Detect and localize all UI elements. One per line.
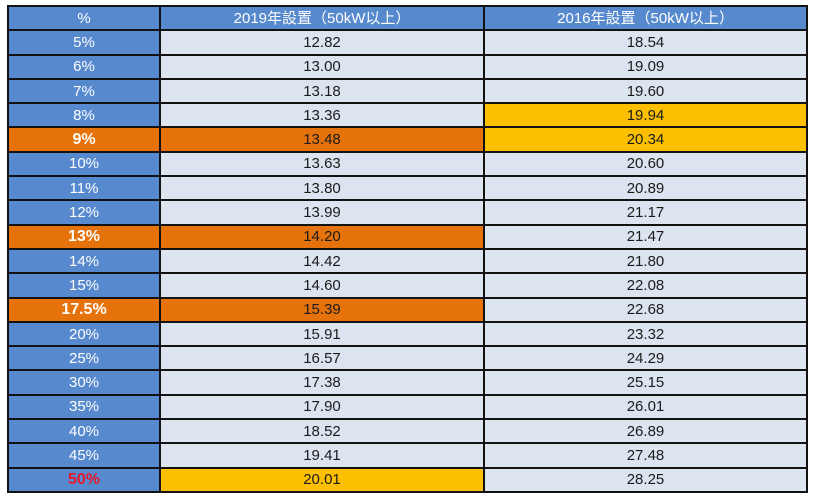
value-2016-cell: 19.94 [483, 102, 808, 129]
table-row: 17.5% 15.39 22.68 [7, 296, 808, 323]
percent-cell: 7% [7, 77, 161, 105]
percent-cell: 13% [7, 223, 161, 250]
header-percent: % [7, 4, 161, 32]
value-2016-cell: 21.17 [483, 199, 808, 226]
percent-cell: 5% [7, 29, 161, 56]
value-2019-cell: 16.57 [159, 345, 485, 372]
percent-cell: 35% [7, 393, 161, 421]
table-row: 5% 12.82 18.54 [7, 29, 808, 56]
value-2019-cell: 13.18 [159, 77, 485, 105]
table-body: 5% 12.82 18.54 6% 13.00 19.09 7% 13.18 19.60 8% 13… [7, 29, 808, 493]
percent-cell: 6% [7, 53, 161, 80]
value-2019-cell: 14.42 [159, 247, 485, 275]
table-row: 25% 16.57 24.29 [7, 345, 808, 372]
percent-cell: 45% [7, 442, 161, 469]
value-2019-cell: 19.41 [159, 442, 485, 469]
value-2019-cell: 13.48 [159, 126, 485, 153]
value-2019-cell: 15.91 [159, 320, 485, 348]
value-2019-cell: 13.80 [159, 175, 485, 202]
percent-cell: 40% [7, 418, 161, 445]
table-row: 30% 17.38 25.15 [7, 369, 808, 396]
value-2016-cell: 21.80 [483, 247, 808, 275]
table-row: 14% 14.42 21.80 [7, 247, 808, 275]
table-row: 9% 13.48 20.34 [7, 126, 808, 153]
value-2016-cell: 27.48 [483, 442, 808, 469]
percent-cell: 8% [7, 102, 161, 129]
value-2016-cell: 25.15 [483, 369, 808, 396]
value-2019-cell: 14.20 [159, 223, 485, 250]
percent-cell: 25% [7, 345, 161, 372]
value-2016-cell: 22.08 [483, 272, 808, 299]
value-2016-cell: 18.54 [483, 29, 808, 56]
value-2016-cell: 24.29 [483, 345, 808, 372]
table-row: 35% 17.90 26.01 [7, 393, 808, 421]
value-2019-cell: 17.38 [159, 369, 485, 396]
percent-cell: 20% [7, 320, 161, 348]
value-2019-cell: 14.60 [159, 272, 485, 299]
table-row: 6% 13.00 19.09 [7, 53, 808, 80]
value-2016-cell: 21.47 [483, 223, 808, 250]
value-2016-cell: 23.32 [483, 320, 808, 348]
value-2016-cell: 20.34 [483, 126, 808, 153]
value-2016-cell: 22.68 [483, 296, 808, 323]
table-row: 15% 14.60 22.08 [7, 272, 808, 299]
table-row: 45% 19.41 27.48 [7, 442, 808, 469]
value-2019-cell: 13.36 [159, 102, 485, 129]
percent-cell: 30% [7, 369, 161, 396]
value-2016-cell: 28.25 [483, 466, 808, 493]
percent-cell: 17.5% [7, 296, 161, 323]
percent-cell: 15% [7, 272, 161, 299]
table-row: 8% 13.36 19.94 [7, 102, 808, 129]
table-row: 7% 13.18 19.60 [7, 77, 808, 105]
tariff-table: % 2019年設置（50kW以上） 2016年設置（50kW以上） 5% 12.8… [7, 4, 808, 493]
value-2019-cell: 12.82 [159, 29, 485, 56]
percent-cell: 11% [7, 175, 161, 202]
value-2019-cell: 13.00 [159, 53, 485, 80]
percent-cell: 12% [7, 199, 161, 226]
value-2019-cell: 15.39 [159, 296, 485, 323]
table-row: 20% 15.91 23.32 [7, 320, 808, 348]
value-2019-cell: 18.52 [159, 418, 485, 445]
value-2016-cell: 20.60 [483, 150, 808, 178]
percent-cell: 9% [7, 126, 161, 153]
value-2019-cell: 20.01 [159, 466, 485, 493]
header-2016-install: 2016年設置（50kW以上） [483, 4, 808, 32]
percent-cell: 14% [7, 247, 161, 275]
value-2019-cell: 13.99 [159, 199, 485, 226]
header-row: % 2019年設置（50kW以上） 2016年設置（50kW以上） [7, 4, 808, 32]
table-row: 12% 13.99 21.17 [7, 199, 808, 226]
table-row: 11% 13.80 20.89 [7, 175, 808, 202]
value-2016-cell: 20.89 [483, 175, 808, 202]
value-2016-cell: 26.01 [483, 393, 808, 421]
table-row: 10% 13.63 20.60 [7, 150, 808, 178]
value-2016-cell: 26.89 [483, 418, 808, 445]
table-row: 50% 20.01 28.25 [7, 466, 808, 493]
value-2016-cell: 19.09 [483, 53, 808, 80]
value-2019-cell: 13.63 [159, 150, 485, 178]
header-2019-install: 2019年設置（50kW以上） [159, 4, 485, 32]
table-row: 40% 18.52 26.89 [7, 418, 808, 445]
table-row: 13% 14.20 21.47 [7, 223, 808, 250]
value-2019-cell: 17.90 [159, 393, 485, 421]
percent-cell: 50% [7, 466, 161, 493]
percent-cell: 10% [7, 150, 161, 178]
value-2016-cell: 19.60 [483, 77, 808, 105]
